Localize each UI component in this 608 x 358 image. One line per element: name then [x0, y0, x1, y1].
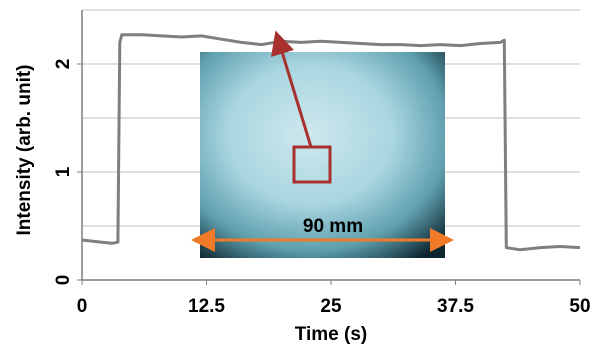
x-axis-label: Time (s) [295, 324, 368, 345]
y-tick-label: 0 [53, 275, 74, 286]
page: {"chart_data": {"type": "line", "x_label… [0, 0, 608, 358]
annotation: 90 mm [303, 216, 363, 237]
chart: 0 1 2 0 12.5 25 37.5 50 90 mm Time (s) Intensity… [0, 0, 608, 353]
x-tick-label: 12.5 [188, 296, 225, 317]
inset-photo: 90 mm [200, 42, 445, 258]
x-tick-label: 50 [569, 296, 590, 317]
x-tick-label: 25 [320, 296, 342, 317]
x-tick-label: 0 [77, 296, 88, 317]
y-tick-label: 1 [53, 166, 74, 177]
x-tick-label: 37.5 [437, 296, 474, 317]
y-axis-label: Intensity (arb. unit) [14, 65, 35, 236]
y-tick-label: 2 [53, 59, 74, 70]
